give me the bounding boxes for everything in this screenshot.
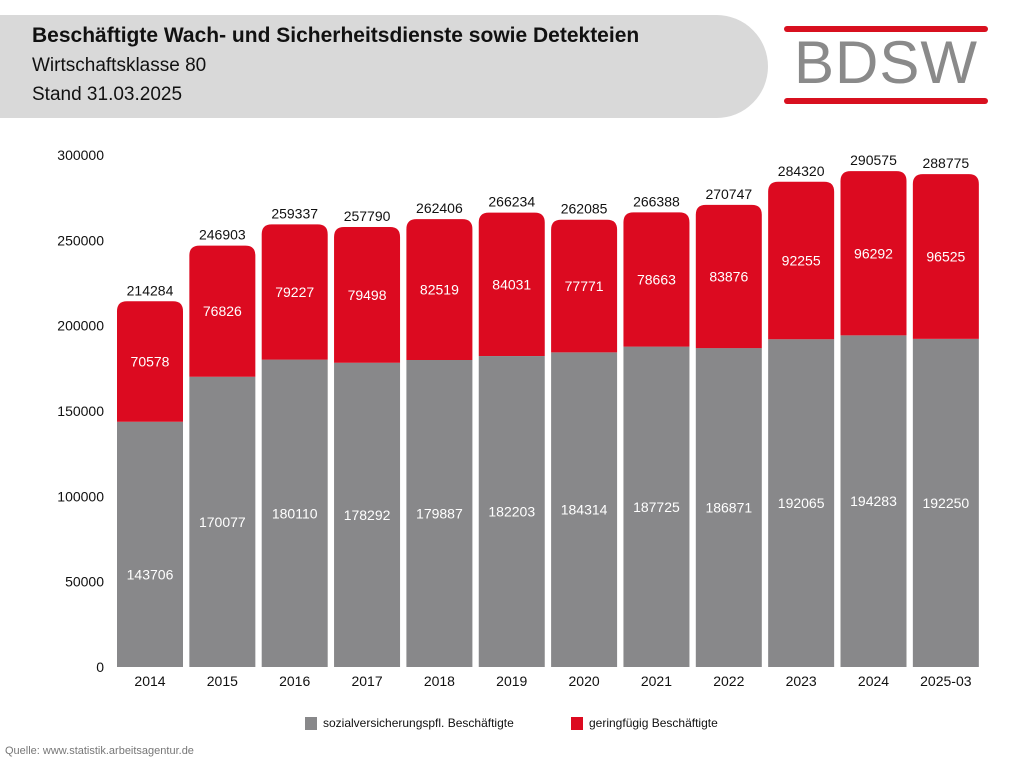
data-label-geringfuegig: 96525	[926, 249, 965, 265]
x-tick-label: 2015	[207, 673, 238, 689]
bar-segment-geringfuegig	[406, 219, 473, 360]
x-tick-label: 2018	[424, 673, 455, 689]
bar-segment-geringfuegig	[117, 301, 183, 422]
legend: sozialversicherungspfl. Beschäftigte ger…	[0, 716, 1024, 734]
x-tick-label: 2016	[279, 673, 310, 689]
x-tick-label: 2021	[641, 673, 672, 689]
data-label-total: 259337	[271, 205, 318, 221]
data-label-geringfuegig: 83876	[709, 268, 748, 284]
bar-segment-sozialversicherungspflichtig	[117, 421, 183, 667]
data-label-sozialversicherungspflichtig: 180110	[272, 505, 318, 521]
source-note: Quelle: www.statistik.arbeitsagentur.de	[5, 745, 194, 757]
bar-segment-geringfuegig	[261, 224, 328, 360]
data-label-geringfuegig: 79498	[348, 287, 387, 303]
data-label-sozialversicherungspflichtig: 182203	[488, 504, 535, 520]
legend-item-geringfuegig: geringfügig Beschäftigte	[571, 716, 718, 730]
x-tick-label: 2023	[786, 673, 817, 689]
bar-segment-sozialversicherungspflichtig	[768, 339, 835, 667]
data-label-sozialversicherungspflichtig: 192250	[922, 495, 969, 511]
data-label-geringfuegig: 96292	[854, 245, 893, 261]
data-label-sozialversicherungspflichtig: 194283	[850, 493, 897, 509]
data-label-geringfuegig: 79227	[275, 284, 314, 300]
bar-segment-geringfuegig	[189, 245, 256, 377]
data-label-sozialversicherungspflichtig: 178292	[344, 507, 391, 523]
x-tick-label: 2017	[351, 673, 382, 689]
data-label-sozialversicherungspflichtig: 179887	[416, 505, 463, 521]
bar-segment-geringfuegig	[623, 212, 690, 347]
stacked-bar-chart: 0 50000 100000 150000 200000 250000 300000 1437…	[57, 147, 979, 689]
bar-segment-geringfuegig	[912, 174, 979, 339]
bdsw-logo: BDSW	[784, 26, 988, 106]
data-label-sozialversicherungspflichtig: 186871	[705, 500, 752, 516]
data-label-sozialversicherungspflichtig: 192065	[778, 495, 825, 511]
bar-segment-geringfuegig	[768, 181, 835, 340]
y-tick-label: 250000	[57, 232, 104, 248]
bar-segment-sozialversicherungspflichtig	[840, 335, 907, 667]
x-tick-label: 2019	[496, 673, 527, 689]
bar-segment-geringfuegig	[334, 227, 401, 363]
data-label-total: 262406	[416, 200, 463, 216]
y-tick-label: 300000	[57, 147, 104, 163]
bar-segment-sozialversicherungspflichtig	[478, 356, 545, 667]
data-label-total: 290575	[850, 152, 897, 168]
data-label-sozialversicherungspflichtig: 170077	[199, 514, 246, 530]
y-tick-label: 150000	[57, 403, 104, 419]
y-tick-label: 200000	[57, 318, 104, 334]
chart-subtitle: Wirtschaftsklasse 80	[32, 55, 207, 76]
data-label-total: 257790	[344, 208, 391, 224]
data-label-geringfuegig: 78663	[637, 271, 676, 287]
legend-label: geringfügig Beschäftigte	[589, 716, 718, 730]
data-label-geringfuegig: 76826	[203, 303, 242, 319]
data-label-sozialversicherungspflichtig: 143706	[127, 566, 174, 582]
x-tick-label: 2024	[858, 673, 889, 689]
data-label-total: 266388	[633, 193, 680, 209]
data-label-total: 270747	[705, 186, 752, 202]
data-label-total: 214284	[127, 282, 174, 298]
data-label-sozialversicherungspflichtig: 184314	[561, 502, 608, 518]
logo-bar-top	[784, 26, 988, 32]
legend-swatch-gray	[305, 716, 317, 730]
bar-segment-sozialversicherungspflichtig	[189, 376, 256, 667]
x-tick-label: 2014	[134, 673, 165, 689]
bar-segment-sozialversicherungspflichtig	[623, 346, 690, 667]
y-tick-label: 100000	[57, 488, 104, 504]
legend-item-sozialversicherungspflichtig: sozialversicherungspfl. Beschäftigte	[305, 716, 514, 730]
data-label-total: 284320	[778, 163, 825, 179]
legend-label: sozialversicherungspfl. Beschäftigte	[323, 716, 514, 730]
x-tick-label: 2022	[713, 673, 744, 689]
data-label-total: 246903	[199, 227, 246, 243]
data-label-geringfuegig: 84031	[492, 276, 531, 292]
logo-text: BDSW	[794, 29, 978, 96]
bar-segment-geringfuegig	[695, 204, 762, 349]
bar-segment-geringfuegig	[478, 212, 545, 357]
y-tick-label: 50000	[65, 574, 104, 590]
bar-segment-sozialversicherungspflichtig	[551, 352, 618, 667]
bar-segment-geringfuegig	[551, 219, 618, 353]
bar-segment-sozialversicherungspflichtig	[261, 359, 328, 667]
legend-swatch-red	[571, 716, 583, 730]
x-tick-label: 2025-03	[920, 673, 972, 689]
bar-segment-sozialversicherungspflichtig	[406, 359, 473, 667]
data-label-sozialversicherungspflichtig: 187725	[633, 499, 680, 515]
data-label-geringfuegig: 70578	[131, 354, 170, 370]
data-label-total: 266234	[488, 194, 535, 210]
logo-bar-bottom	[784, 98, 988, 104]
bar-segment-sozialversicherungspflichtig	[334, 362, 401, 667]
bar-segment-sozialversicherungspflichtig	[912, 338, 979, 667]
chart-title: Beschäftigte Wach- und Sicherheitsdienst…	[32, 24, 640, 47]
bar-segment-sozialversicherungspflichtig	[695, 348, 762, 667]
data-label-geringfuegig: 77771	[565, 278, 604, 294]
data-label-total: 288775	[922, 155, 969, 171]
data-label-total: 262085	[561, 201, 608, 217]
data-date: Stand 31.03.2025	[32, 84, 183, 105]
y-tick-label: 0	[96, 659, 104, 675]
bar-segment-geringfuegig	[840, 171, 907, 336]
data-label-geringfuegig: 92255	[782, 252, 821, 268]
data-label-geringfuegig: 82519	[420, 282, 459, 298]
header-banner	[0, 15, 768, 118]
x-tick-label: 2020	[569, 673, 600, 689]
